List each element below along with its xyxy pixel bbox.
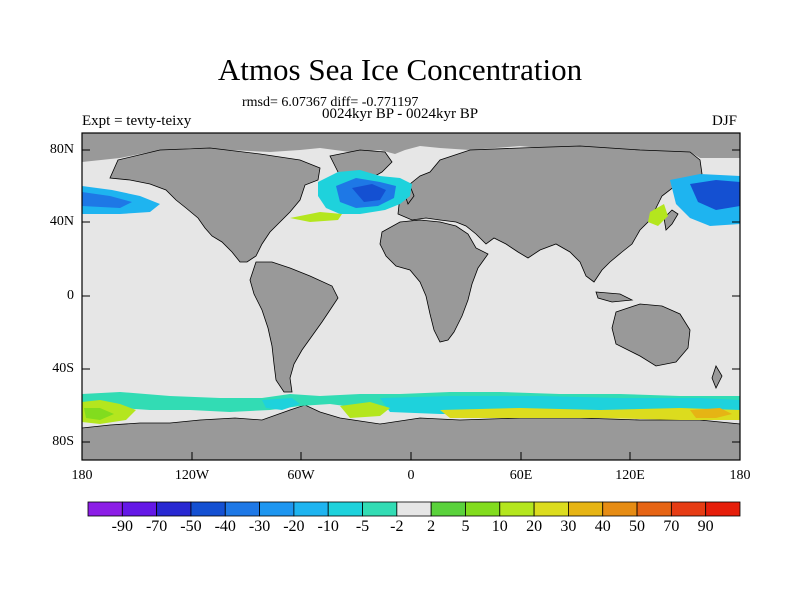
north-pacific-west-core <box>82 192 132 208</box>
colorbar-box <box>705 501 741 517</box>
colorbar-box <box>190 501 226 517</box>
colorbar-box <box>121 501 158 517</box>
colorbar-label: 90 <box>697 518 714 535</box>
north-atlantic-deep <box>352 184 386 202</box>
antarctica-land <box>81 404 741 461</box>
colorbar-label: -2 <box>390 518 404 535</box>
colorbar-label: 5 <box>461 518 470 535</box>
y-tick-marks <box>82 149 740 443</box>
new-zealand-land <box>711 365 723 389</box>
y-tick-label: 80N <box>49 142 74 157</box>
experiment-label: Expt = tevty-teixy <box>82 113 192 129</box>
y-tick-label: 40N <box>49 214 74 229</box>
colorbar-box <box>224 501 260 517</box>
colorbar-label: 20 <box>526 518 543 535</box>
colorbar-box <box>327 501 363 517</box>
x-tick-label: 120E <box>615 468 645 483</box>
x-tick-label: 180 <box>729 468 751 483</box>
season-label: DJF <box>712 113 738 129</box>
colorbar-label: -90 <box>111 518 133 535</box>
africa-land <box>379 219 489 343</box>
colorbar-label: -70 <box>145 518 168 535</box>
colorbar-box <box>396 501 432 517</box>
colorbar-label: 40 <box>594 518 611 535</box>
colorbar-label: 50 <box>629 518 646 535</box>
x-tick-label: 60E <box>509 468 533 483</box>
colorbar-box <box>293 501 329 517</box>
y-tick-label: 0 <box>67 288 74 303</box>
colorbar-boxes <box>87 501 741 517</box>
north-america-land <box>109 147 321 263</box>
australia-land <box>611 303 691 367</box>
x-tick-label: 60W <box>287 468 315 483</box>
eurasia-land <box>397 145 703 283</box>
plot-title: Atmos Sea Ice Concentration <box>217 52 583 87</box>
colorbar-label: -40 <box>214 518 236 535</box>
colorbar-box <box>636 501 672 517</box>
peninsula-cyan <box>262 398 300 410</box>
arctic-land <box>82 133 740 162</box>
colorbar-label: -50 <box>180 518 202 535</box>
colorbar-box <box>87 501 123 517</box>
stats-text: rmsd= 6.07367 diff= -0.771197 <box>242 95 419 110</box>
colorbar-label: 2 <box>427 518 436 535</box>
colorbar-label: -10 <box>317 518 339 535</box>
ross-inner <box>84 408 114 420</box>
y-tick-label: 80S <box>52 434 74 449</box>
colorbar-box <box>362 501 398 517</box>
south-america-land <box>249 261 339 393</box>
colorbar-label: -30 <box>248 518 271 535</box>
colorbar-label: 70 <box>663 518 680 535</box>
colorbar-box <box>259 501 295 517</box>
colorbar-box <box>533 501 569 517</box>
colorbar-label: -5 <box>355 518 370 535</box>
x-tick-marks <box>81 452 741 460</box>
japan-positive <box>648 204 668 226</box>
colorbar-box <box>430 501 466 517</box>
colorbar-label: 30 <box>560 518 577 535</box>
weddell-positive <box>340 402 390 418</box>
colorbar-box <box>602 501 638 517</box>
y-tick-label: 40S <box>52 361 74 376</box>
north-pacific-east-core <box>690 180 740 210</box>
colorbar-label: -20 <box>283 518 305 535</box>
colorbar-box <box>499 501 535 517</box>
colorbar-box <box>670 501 707 517</box>
x-tick-label: 180 <box>71 468 93 483</box>
gulf-positive <box>290 212 342 222</box>
colorbar-box <box>568 501 604 517</box>
colorbar-box <box>156 501 192 517</box>
x-tick-label: 0 <box>407 468 415 483</box>
colorbar-box <box>465 501 501 517</box>
east-antarctic-peak <box>690 408 732 418</box>
east-antarctic-positive <box>440 408 740 420</box>
subtitle-text: 0024kyr BP - 0024kyr BP <box>322 106 479 122</box>
colorbar-label: 10 <box>491 518 508 535</box>
indonesia-land <box>595 291 634 303</box>
x-tick-label: 120W <box>174 468 210 483</box>
